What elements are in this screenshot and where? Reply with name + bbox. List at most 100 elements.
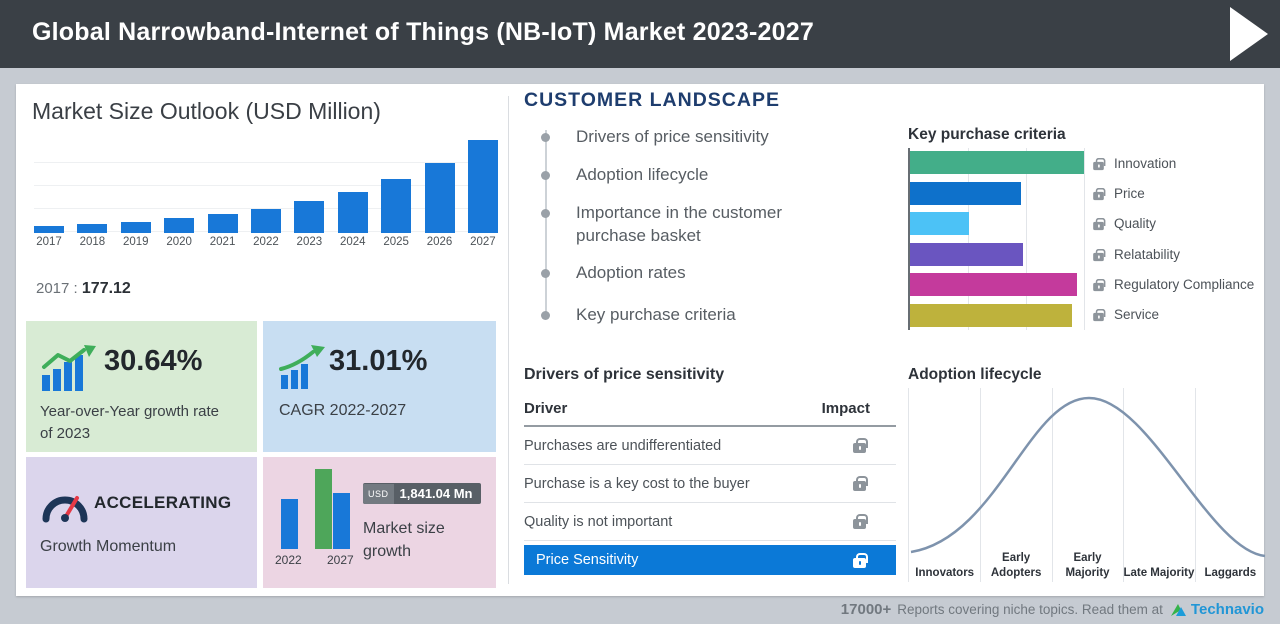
market-size-bar-2018 <box>77 224 108 233</box>
kpc-legend: Innovation Price Quality Relatability Regula… <box>1092 148 1254 330</box>
content-panel: Market Size Outlook (USD Million) 2017 20… <box>16 84 1266 596</box>
customer-landscape-list: Drivers of price sensitivity Adoption lif… <box>524 124 864 324</box>
mini-year-end: 2027 <box>327 553 354 567</box>
technavio-link[interactable]: Technavio <box>1169 601 1264 618</box>
cagr-label: CAGR 2022-2027 <box>279 402 407 419</box>
growth-value-badge: USD 1,841.04 Mn <box>363 483 481 504</box>
kpc-legend-innovation: Innovation <box>1092 148 1254 178</box>
price-sensitivity-table: Driver Impact Purchases are undifferenti… <box>524 400 896 575</box>
gridline <box>1194 388 1196 582</box>
market-size-bar-2021 <box>207 214 238 233</box>
legend-label: Service <box>1114 307 1160 323</box>
timeline-dot <box>541 171 550 180</box>
driver-label: Purchase is a key cost to the buyer <box>524 475 750 492</box>
bell-curve <box>910 396 1266 558</box>
lifecycle-stage-label: Laggards <box>1204 566 1257 579</box>
key-purchase-criteria-chart <box>908 148 1085 330</box>
page-title: Global Narrowband-Internet of Things (NB… <box>32 18 814 46</box>
kpc-bar-price <box>910 181 1022 205</box>
kpc-bar-innovation <box>910 151 1084 174</box>
market-size-bar-2027 <box>467 140 498 233</box>
gridline <box>980 388 982 582</box>
landscape-item-label: Key purchase criteria <box>576 305 736 324</box>
x-axis-label: 2025 <box>383 236 409 248</box>
gridline <box>967 148 969 330</box>
kpc-legend-service: Service <box>1092 299 1254 329</box>
momentum-label: Growth Momentum <box>40 538 177 555</box>
market-size-x-axis: 2017 2018 2019 2020 2021 2022 2023 2024 2025 2026… <box>34 236 498 248</box>
mini-bar-growth <box>315 469 332 549</box>
column-impact: Impact <box>821 400 870 417</box>
cagr-card: 31.01% CAGR 2022-2027 <box>263 321 496 452</box>
gridline <box>1025 148 1027 330</box>
cagr-value: 31.01% <box>329 345 428 377</box>
kpc-legend-regulatory-compliance: Regulatory Compliance <box>1092 269 1254 299</box>
growth-card-label: Market size growth <box>363 520 445 561</box>
trend-arrow-icon <box>279 345 325 389</box>
kpc-legend-price: Price <box>1092 178 1254 208</box>
driver-label: Quality is not important <box>524 513 673 530</box>
timeline-dot <box>541 209 550 218</box>
landscape-item-label: Adoption lifecycle <box>576 165 709 184</box>
brand-name: Technavio <box>1190 601 1264 618</box>
base-year-value: 2017 : 177.12 <box>36 280 131 298</box>
legend-label: Innovation <box>1114 155 1177 171</box>
table-rows: Purchases are undifferentiated Purchase i… <box>524 427 896 541</box>
footer: 17000+ Reports covering niche topics. Re… <box>841 601 1264 618</box>
landscape-item: Adoption lifecycle <box>524 164 824 187</box>
market-size-bar-2026 <box>424 163 455 233</box>
mini-year-start: 2022 <box>275 553 302 567</box>
x-axis-label: 2026 <box>426 236 453 248</box>
lifecycle-stage-label: Late Majority <box>1123 566 1195 579</box>
price-sensitivity-highlight-row: Price Sensitivity <box>524 545 896 575</box>
adoption-lifecycle-chart: Innovators Early Adopters Early Majority La… <box>908 388 1266 582</box>
yoy-growth-label: Year-over-Year growth rate of 2023 <box>40 403 219 442</box>
legend-label: Price <box>1114 185 1145 201</box>
timeline-dot <box>541 311 550 320</box>
lock-icon <box>1093 278 1106 291</box>
x-axis-label: 2017 <box>36 236 62 248</box>
customer-landscape-title: CUSTOMER LANDSCAPE <box>524 89 780 111</box>
vertical-divider <box>508 96 509 584</box>
lock-icon <box>853 438 868 453</box>
landscape-item: Key purchase criteria <box>524 304 824 327</box>
market-size-bars <box>34 140 498 233</box>
kpc-bar-regulatory-compliance <box>910 273 1078 297</box>
x-axis-label: 2022 <box>253 236 279 248</box>
gridline <box>1051 388 1053 582</box>
timeline-line <box>545 130 547 318</box>
timeline-dot <box>541 269 550 278</box>
lock-icon <box>853 514 868 529</box>
legend-label: Regulatory Compliance <box>1114 276 1255 292</box>
header: Global Narrowband-Internet of Things (NB… <box>0 0 1280 68</box>
lock-icon <box>853 552 868 568</box>
report-count: 17000+ <box>840 601 892 618</box>
corner-arrow-icon <box>1230 7 1268 61</box>
landscape-item: Adoption rates <box>524 262 824 285</box>
driver-row: Quality is not important <box>524 503 896 541</box>
corner-arrow-decoration <box>1220 2 1276 71</box>
x-axis-label: 2021 <box>209 236 236 248</box>
kpc-bars <box>910 148 1084 330</box>
landscape-item: Importance in the customer purchase bask… <box>524 202 824 248</box>
driver-row: Purchase is a key cost to the buyer <box>524 465 896 503</box>
market-size-bar-2023 <box>294 201 325 233</box>
lifecycle-labels: Innovators Early Adopters Early Majority La… <box>909 551 1266 580</box>
x-axis-label: 2023 <box>296 236 323 248</box>
timeline-dot <box>541 133 550 142</box>
yoy-growth-card: 30.64% Year-over-Year growth rate of 202… <box>26 321 257 452</box>
x-axis-label: 2019 <box>122 236 149 248</box>
growth-mini-bar-chart: 2022 2027 <box>275 469 363 567</box>
market-size-bar-2024 <box>337 192 368 233</box>
driver-label: Purchases are undifferentiated <box>524 437 722 454</box>
speedometer-icon <box>42 496 88 523</box>
base-year-number: 177.12 <box>81 280 131 297</box>
driver-row: Purchases are undifferentiated <box>524 427 896 465</box>
market-size-growth-card: 2022 2027 USD 1,841.04 Mn Market size gr… <box>263 457 496 588</box>
x-axis-label: 2018 <box>79 236 106 248</box>
kpc-bar-quality <box>910 212 970 236</box>
price-sensitivity-title: Drivers of price sensitivity <box>524 366 725 383</box>
lock-icon <box>1093 157 1106 170</box>
lock-icon <box>1093 218 1106 231</box>
